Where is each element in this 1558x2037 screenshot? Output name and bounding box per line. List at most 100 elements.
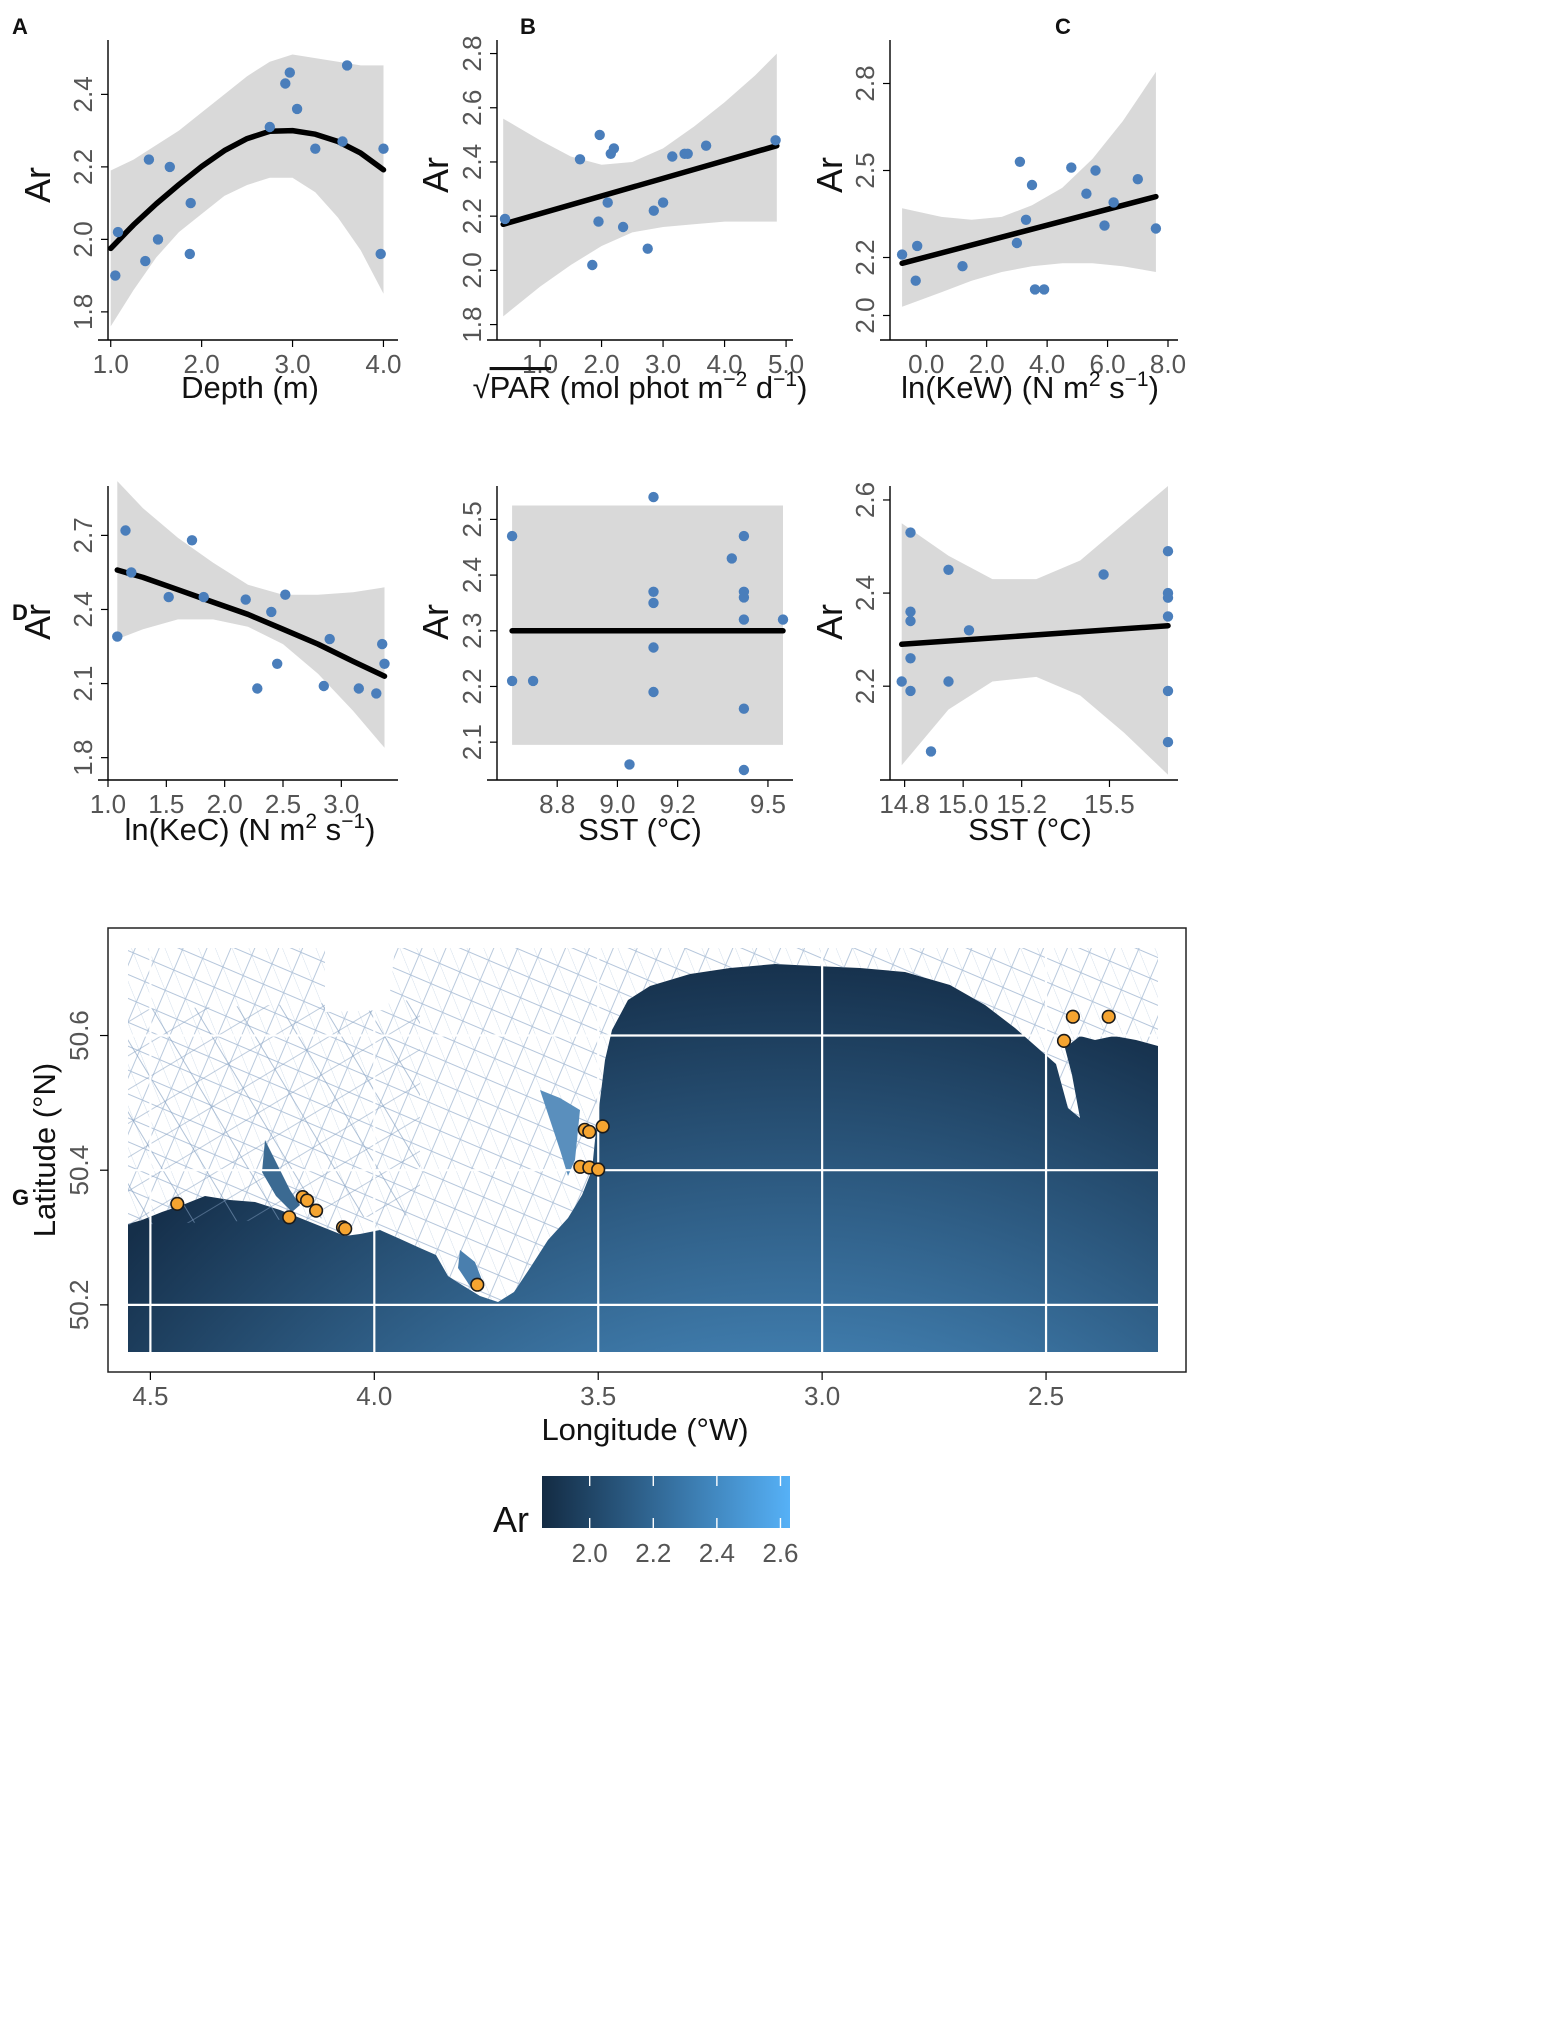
data-point-d bbox=[371, 688, 382, 699]
sample-site bbox=[1056, 1033, 1072, 1048]
data-point-a bbox=[280, 78, 291, 89]
confidence-band-f bbox=[901, 486, 1168, 775]
plot-area-a: 1.8 2.0 2.2 2.4 1.0 2.0 3.0 4.0 Ar Depth (m) bbox=[17, 40, 402, 405]
y-tick-label-b: 2.4 bbox=[457, 144, 487, 180]
data-point-a bbox=[112, 226, 124, 238]
y-tick-label-a: 2.0 bbox=[68, 221, 98, 257]
data-point-d bbox=[126, 567, 137, 578]
data-point-b bbox=[667, 151, 678, 162]
data-point-b bbox=[770, 135, 781, 146]
data-point-a bbox=[140, 255, 151, 267]
data-point-b bbox=[617, 221, 629, 233]
data-point-c bbox=[1011, 237, 1023, 249]
data-point-f bbox=[925, 746, 937, 757]
data-point-f bbox=[1098, 569, 1109, 580]
x-tick-label-d: 3.0 bbox=[323, 789, 359, 819]
x-axis-label-part-b: −1 bbox=[773, 368, 797, 391]
data-point-a bbox=[337, 136, 348, 147]
data-point-c bbox=[1026, 179, 1038, 191]
plot-area-d: 1.8 2.1 2.4 2.7 1.0 1.5 2.0 2.5 3.0 Ar ln(KeC) (N … bbox=[17, 481, 398, 847]
map-x-tick-label: 4.0 bbox=[356, 1381, 392, 1411]
road-network-dense bbox=[128, 1000, 420, 1225]
data-point-f bbox=[943, 676, 954, 687]
data-point-f bbox=[905, 685, 916, 697]
data-point-f bbox=[905, 606, 916, 617]
data-point-a bbox=[264, 121, 275, 133]
panel-letter-b: B bbox=[520, 14, 536, 39]
x-tick-label-a: 4.0 bbox=[365, 349, 401, 379]
data-point-a bbox=[375, 248, 386, 260]
confidence-band-a bbox=[110, 54, 384, 327]
data-point-a bbox=[184, 248, 195, 260]
y-tick-label-e: 2.1 bbox=[457, 724, 487, 760]
x-axis-label-d: ln(KeC) (N m2 s−1) bbox=[125, 810, 376, 847]
y-tick-label-f: 2.6 bbox=[850, 482, 880, 518]
x-tick-label-d: 1.0 bbox=[90, 789, 126, 819]
data-point-f bbox=[1162, 736, 1174, 748]
x-axis-label-part-c: 2 bbox=[1089, 368, 1101, 391]
data-point-a bbox=[378, 143, 389, 154]
fit-line-f bbox=[898, 622, 1171, 648]
x-axis-label-part-d: ln(KeC) (N m bbox=[125, 812, 306, 847]
data-point-e bbox=[648, 686, 659, 698]
data-point-e bbox=[624, 759, 635, 770]
data-point-c bbox=[912, 240, 923, 252]
map-panel-border bbox=[107, 927, 1187, 1373]
colorbar-tick-label: 2.6 bbox=[762, 1538, 798, 1568]
data-point-c bbox=[1108, 197, 1119, 208]
panel-d: D 1.8 2.1 2.4 2.7 1.0 1.5 2.0 2.5 3.0 Ar ln(KeC) (… bbox=[12, 481, 398, 847]
y-tick-label-c: 2.2 bbox=[850, 239, 880, 275]
x-tick-label-c: 0.0 bbox=[908, 349, 944, 379]
y-tick-label-b: 2.0 bbox=[457, 252, 487, 288]
data-point-a bbox=[152, 234, 164, 245]
map-x-tick-label: 2.5 bbox=[1028, 1381, 1064, 1411]
data-point-b bbox=[608, 143, 620, 154]
map-y-tick-label: 50.2 bbox=[64, 1280, 94, 1331]
y-tick-label-b: 2.8 bbox=[457, 35, 487, 71]
data-point-c bbox=[1132, 174, 1144, 185]
data-point-d bbox=[318, 680, 329, 692]
data-point-c bbox=[1081, 188, 1092, 199]
data-point-e bbox=[648, 597, 659, 609]
data-point-c bbox=[1099, 220, 1110, 231]
panel-letter-d: D bbox=[12, 600, 28, 625]
plot-area-e: 2.1 2.2 2.3 2.4 2.5 8.8 9.0 9.2 9.5 Ar SST (°C) bbox=[415, 486, 793, 847]
x-tick-label-d: 1.5 bbox=[148, 789, 184, 819]
data-point-b bbox=[574, 154, 586, 165]
x-axis-label-part-b: PAR bbox=[490, 370, 551, 405]
x-tick-label-b: 2.0 bbox=[583, 349, 619, 379]
y-tick-label-d: 2.1 bbox=[68, 665, 98, 701]
x-tick-label-e: 9.2 bbox=[660, 789, 696, 819]
data-point-e bbox=[777, 614, 789, 625]
estuary-salcombe bbox=[458, 1250, 482, 1286]
colorbar-tick-label: 2.2 bbox=[635, 1538, 671, 1568]
x-tick-label-c: 8.0 bbox=[1150, 349, 1186, 379]
map-x-axis-label: Longitude (°W) bbox=[541, 1412, 748, 1447]
data-point-b bbox=[657, 197, 669, 208]
data-point-c bbox=[1066, 162, 1077, 173]
data-point-d bbox=[379, 658, 390, 669]
data-point-f bbox=[963, 625, 975, 636]
sample-site bbox=[1101, 1009, 1116, 1024]
x-axis-label-part-d: −1 bbox=[341, 810, 365, 833]
sample-site bbox=[591, 1162, 606, 1177]
data-point-d bbox=[353, 683, 364, 694]
confidence-band-c bbox=[902, 71, 1156, 307]
data-point-f bbox=[1162, 546, 1174, 557]
data-point-e bbox=[648, 491, 659, 503]
fit-line-b bbox=[500, 142, 780, 228]
x-axis-label-part-c: s bbox=[1101, 370, 1125, 405]
data-point-d bbox=[272, 658, 283, 669]
data-point-d bbox=[112, 631, 123, 642]
data-point-a bbox=[341, 60, 353, 71]
x-tick-label-e: 9.5 bbox=[750, 789, 786, 819]
sample-site bbox=[470, 1277, 485, 1292]
sample-site bbox=[300, 1193, 315, 1208]
y-tick-label-a: 1.8 bbox=[68, 294, 98, 330]
confidence-band-e bbox=[512, 505, 783, 745]
data-point-c bbox=[910, 275, 921, 286]
y-tick-label-f: 2.4 bbox=[850, 575, 880, 611]
